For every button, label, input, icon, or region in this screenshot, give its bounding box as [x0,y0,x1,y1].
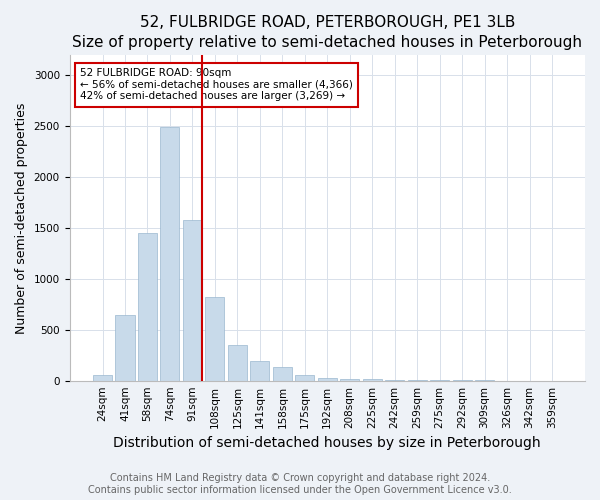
Bar [295,375,314,380]
Text: 52 FULBRIDGE ROAD: 90sqm
← 56% of semi-detached houses are smaller (4,366)
42% o: 52 FULBRIDGE ROAD: 90sqm ← 56% of semi-d… [80,68,353,102]
Y-axis label: Number of semi-detached properties: Number of semi-detached properties [15,102,28,334]
Text: Contains HM Land Registry data © Crown copyright and database right 2024.
Contai: Contains HM Land Registry data © Crown c… [88,474,512,495]
Bar [340,379,359,380]
Bar [160,127,179,380]
Bar [228,345,247,380]
Title: 52, FULBRIDGE ROAD, PETERBOROUGH, PE1 3LB
Size of property relative to semi-deta: 52, FULBRIDGE ROAD, PETERBOROUGH, PE1 3L… [72,15,582,50]
Bar [93,376,112,380]
Bar [205,298,224,380]
Bar [273,368,292,380]
Bar [250,362,269,380]
Bar [138,234,157,380]
Bar [183,220,202,380]
Bar [115,315,134,380]
Bar [318,378,337,380]
X-axis label: Distribution of semi-detached houses by size in Peterborough: Distribution of semi-detached houses by … [113,436,541,450]
